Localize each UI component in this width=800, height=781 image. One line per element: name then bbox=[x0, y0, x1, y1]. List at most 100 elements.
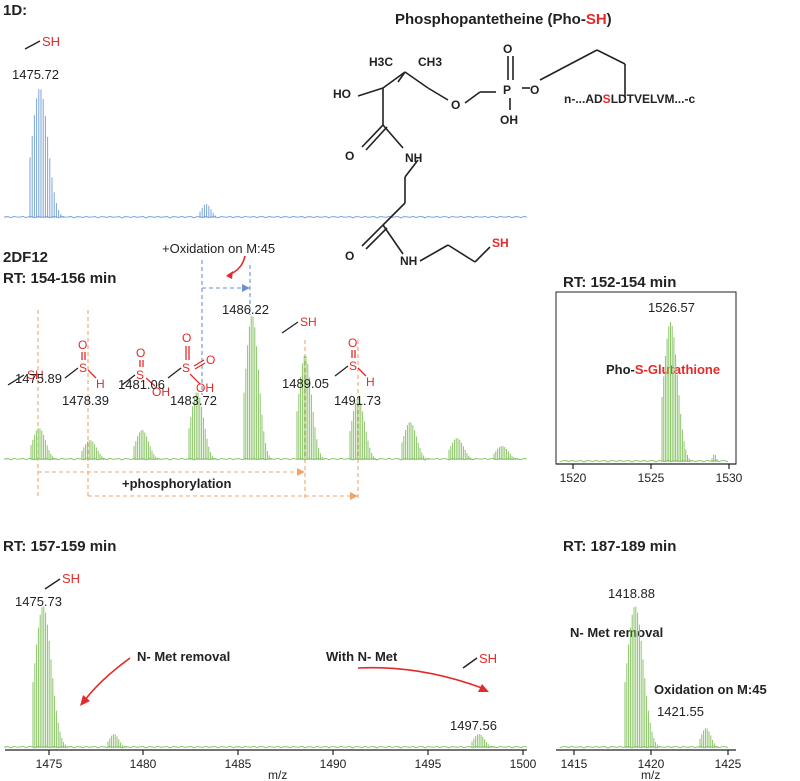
guide-arrowhead bbox=[350, 492, 358, 500]
blue-guide-arrowhead bbox=[242, 284, 250, 292]
chem-bond bbox=[189, 373, 201, 385]
spectrum-rt187 bbox=[559, 606, 729, 749]
x-axis-rt157-tick-label: 1495 bbox=[415, 757, 442, 771]
peak-label-1497: 1497.56 bbox=[450, 718, 497, 733]
x-axis-rt157-tick-label: 1485 bbox=[225, 757, 252, 771]
peak-label-1418: 1418.88 bbox=[608, 586, 655, 601]
oxidation-label-187: Oxidation on M:45 bbox=[654, 682, 767, 697]
peak-label-1526: 1526.57 bbox=[648, 300, 695, 315]
sulfenic-s: S bbox=[79, 361, 87, 375]
spectrum-2df12 bbox=[4, 316, 528, 461]
n-met-arrowhead bbox=[80, 695, 90, 706]
baseline-rt157 bbox=[4, 745, 528, 749]
ch3-label: CH3 bbox=[418, 55, 442, 69]
phosphorus-label: P bbox=[503, 83, 511, 97]
sulfenic-o: O bbox=[78, 338, 87, 352]
baseline-1d bbox=[4, 215, 528, 219]
x-axis-rt157: 1475 1480 1485 1490 1495 1500 bbox=[5, 749, 537, 771]
h3c-label: H3C bbox=[369, 55, 393, 69]
sulfinic-oh: OH bbox=[152, 385, 170, 399]
with-n-met-arrowhead bbox=[478, 684, 489, 692]
structure-labels: Phosphopantetheine (Pho-SH) H3C CH3 HO O… bbox=[333, 11, 695, 268]
chem-bond bbox=[194, 362, 206, 370]
chem-bond bbox=[193, 359, 205, 367]
sulfinic-s: S bbox=[136, 368, 144, 382]
sulfinic-o: O bbox=[136, 346, 145, 360]
rt-label-154: RT: 154-156 min bbox=[3, 270, 116, 287]
chem-bond bbox=[281, 321, 299, 334]
chem-bond bbox=[87, 369, 97, 379]
chem-bond bbox=[167, 367, 182, 379]
chem-bond bbox=[64, 367, 79, 379]
phosphoryl-oxygen-label: O bbox=[503, 42, 512, 56]
oxidation-arrowhead bbox=[226, 271, 233, 279]
x-axis-rt152-tick-label: 1520 bbox=[560, 471, 587, 485]
x-axis-rt152: 1520 1525 1530 bbox=[556, 463, 743, 485]
spectrum-1d bbox=[4, 89, 528, 219]
rt-label-152: RT: 152-154 min bbox=[563, 274, 676, 291]
baseline-rt187 bbox=[559, 745, 729, 749]
x-axis-rt157-tick-label: 1480 bbox=[130, 757, 157, 771]
panel-rt157: RT: 157-159 min SH 1475.73 N- Met remova… bbox=[3, 538, 537, 781]
ho-label: HO bbox=[333, 87, 351, 101]
peak-label-1475-73: 1475.73 bbox=[15, 594, 62, 609]
n-met-removal-annotation: N- Met removal bbox=[137, 649, 230, 664]
x-axis-rt157-tick-label: 1475 bbox=[36, 757, 63, 771]
sulfonic-o-right: O bbox=[206, 353, 215, 367]
x-axis-rt187-tick-label: 1420 bbox=[638, 757, 665, 771]
with-n-met-arrow bbox=[357, 666, 483, 689]
x-axis-rt152-tick-label: 1525 bbox=[638, 471, 665, 485]
phosphorylation-annotation: +phosphorylation bbox=[122, 476, 231, 491]
nh1-label: NH bbox=[405, 151, 422, 165]
glutathione-label: Pho-S-Glutathione bbox=[606, 362, 720, 377]
peak-label-2df12: 1491.73 bbox=[334, 393, 381, 408]
structure-title: Phosphopantetheine (Pho-SH) bbox=[395, 11, 612, 28]
baseline-rt152 bbox=[559, 459, 729, 463]
nh2-label: NH bbox=[400, 254, 417, 268]
chem-bond bbox=[7, 374, 25, 386]
x-axis-rt187: 1415 1420 1425 bbox=[556, 749, 742, 771]
sulfenic-h: H bbox=[96, 377, 105, 391]
rt-label-157: RT: 157-159 min bbox=[3, 538, 116, 555]
sulfonic-o-top: O bbox=[182, 331, 191, 345]
peak-label-2df12: 1486.22 bbox=[222, 302, 269, 317]
link-oxygen-label: O bbox=[530, 83, 539, 97]
guide-arrowhead bbox=[297, 468, 305, 476]
frame-rt152 bbox=[555, 291, 737, 465]
phosphopantetheine-structure bbox=[357, 49, 626, 263]
amide2-oxygen-label: O bbox=[345, 249, 354, 263]
sulfenic-o-2: O bbox=[348, 336, 357, 350]
sh-bond-157 bbox=[44, 578, 61, 590]
panel-rt187: RT: 187-189 min 1418.88 N- Met removal O… bbox=[556, 538, 767, 781]
thiol-sh: SH bbox=[27, 368, 44, 382]
ester-oxygen-label: O bbox=[451, 98, 460, 112]
panel-rt152: RT: 152-154 min 1526.57 Pho-S-Glutathion… bbox=[555, 274, 743, 485]
n-met-removal-label-187: N- Met removal bbox=[570, 625, 663, 640]
rt-label-187: RT: 187-189 min bbox=[563, 538, 676, 555]
peak-label-1421: 1421.55 bbox=[657, 704, 704, 719]
x-axis-rt187-tick-label: 1425 bbox=[715, 757, 742, 771]
x-axis-rt152-tick-label: 1530 bbox=[716, 471, 743, 485]
chem-bond bbox=[145, 377, 156, 387]
peptide-sequence: n-...ADSLDTVELVM...-c bbox=[564, 92, 695, 106]
thiol-sh-2: SH bbox=[300, 315, 317, 329]
spectrum-rt157 bbox=[4, 606, 528, 749]
chem-bond bbox=[121, 374, 136, 386]
sample-label: 2DF12 bbox=[3, 249, 48, 266]
sh-label: SH bbox=[42, 34, 60, 49]
sh-bond bbox=[24, 40, 41, 50]
chem-bond bbox=[334, 365, 349, 377]
panel-1d-label: 1D: bbox=[3, 2, 27, 19]
x-axis-rt157-tick-label: 1490 bbox=[320, 757, 347, 771]
sh-bond-157b bbox=[462, 657, 478, 669]
sh-terminal-label: SH bbox=[492, 236, 509, 250]
sh-label-157b: SH bbox=[479, 651, 497, 666]
sulfenic-s-2: S bbox=[349, 359, 357, 373]
peak-label-2df12: 1475.89 bbox=[15, 371, 62, 386]
n-met-arrow bbox=[84, 657, 131, 701]
sulfonic-s: S bbox=[182, 361, 190, 375]
spectrum-rt152 bbox=[555, 291, 737, 465]
